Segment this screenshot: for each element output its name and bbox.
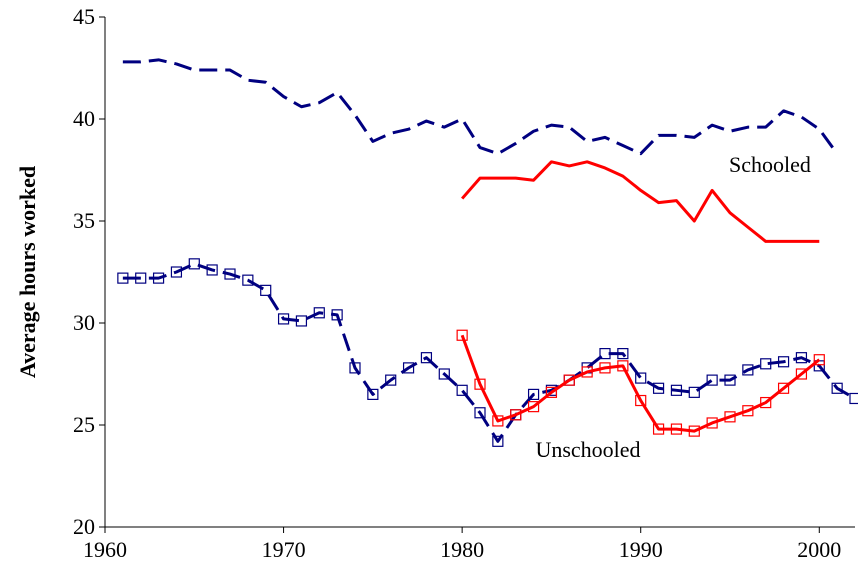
y-tick-label: 35 [73, 208, 95, 233]
marker [135, 272, 147, 284]
marker [260, 284, 272, 296]
marker [831, 382, 843, 394]
marker [420, 352, 433, 364]
y-tick-label: 30 [73, 310, 95, 335]
marker [474, 407, 486, 419]
marker [510, 409, 522, 421]
marker [331, 309, 343, 321]
marker [170, 266, 183, 278]
marker [456, 329, 468, 341]
y-axis-label: Average hours worked [15, 166, 40, 378]
marker [527, 388, 540, 400]
y-tick-label: 45 [73, 4, 95, 29]
marker [617, 348, 629, 360]
marker [563, 374, 575, 386]
marker [545, 386, 558, 398]
series-line [461, 160, 820, 243]
marker [206, 264, 218, 276]
y-tick-label: 20 [73, 514, 95, 539]
y-tick-label: 40 [73, 106, 95, 131]
marker [670, 384, 683, 396]
x-tick-label: 2000 [797, 537, 841, 562]
marker [777, 356, 790, 368]
series-line [460, 334, 821, 433]
marker [474, 378, 486, 390]
marker [438, 368, 450, 380]
marker [295, 315, 308, 327]
marker [367, 388, 379, 400]
x-tick-label: 1970 [262, 537, 306, 562]
annotation: Schooled [729, 152, 811, 177]
marker [492, 415, 504, 427]
marker [117, 272, 129, 284]
marker [492, 435, 504, 447]
marker [635, 394, 647, 407]
annotation: Unschooled [535, 437, 640, 462]
marker [652, 382, 665, 394]
marker [152, 272, 165, 284]
x-tick-label: 1960 [83, 537, 127, 562]
x-tick-label: 1980 [440, 537, 484, 562]
y-tick-label: 25 [73, 412, 95, 437]
marker [813, 354, 825, 366]
marker [313, 307, 325, 319]
marker [760, 396, 772, 409]
marker [242, 274, 254, 286]
series-line [122, 262, 856, 443]
marker [688, 425, 700, 437]
marker [670, 423, 683, 435]
marker [795, 352, 808, 364]
marker [652, 423, 665, 435]
marker [581, 366, 593, 378]
marker [742, 405, 754, 417]
marker [188, 258, 200, 270]
marker [599, 362, 611, 374]
marker [349, 362, 361, 374]
marker [688, 386, 700, 398]
marker [599, 348, 611, 360]
marker [277, 313, 290, 325]
marker [224, 268, 236, 280]
marker [402, 362, 415, 374]
marker [635, 372, 647, 384]
series-line [122, 58, 839, 156]
marker [760, 358, 772, 370]
marker [777, 382, 790, 394]
x-tick-label: 1990 [619, 537, 663, 562]
marker [849, 392, 858, 405]
marker [706, 374, 718, 386]
marker [795, 368, 808, 380]
marker [617, 360, 629, 372]
marker [385, 374, 397, 386]
marker [724, 374, 736, 386]
marker [742, 364, 754, 376]
marker [706, 417, 718, 429]
marker [456, 384, 468, 396]
marker [724, 411, 736, 423]
marker [527, 401, 540, 413]
